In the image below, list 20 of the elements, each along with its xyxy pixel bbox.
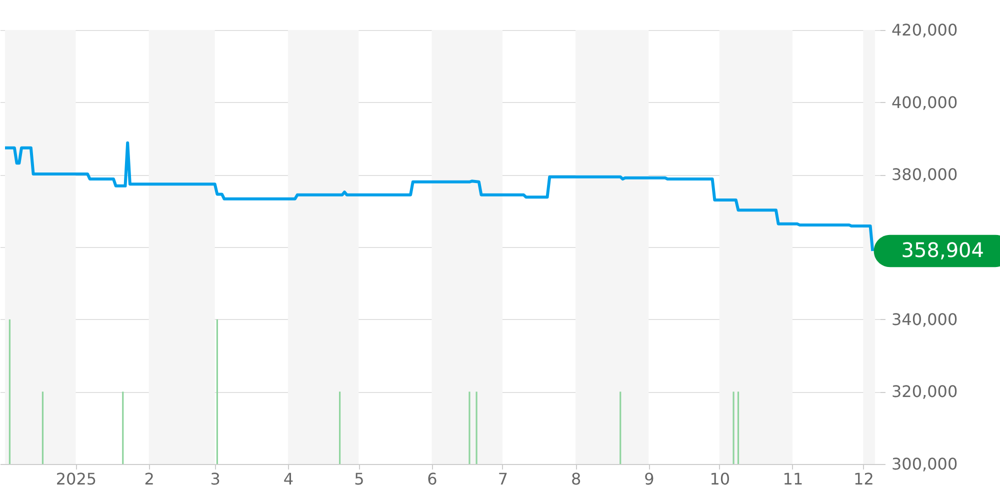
x-tick-label: 3 xyxy=(210,470,220,488)
y-tick-label: 420,000 xyxy=(892,20,958,40)
y-tick-label: 400,000 xyxy=(892,92,958,112)
y-tick-label: 320,000 xyxy=(892,382,958,402)
x-tick-label: 4 xyxy=(283,470,294,488)
x-tick-label: 8 xyxy=(570,470,582,488)
x-tick-label: 11 xyxy=(782,470,804,488)
annotation: 358,904 xyxy=(901,238,984,262)
x-tick-label: 9 xyxy=(644,470,654,488)
x-tick-label: 10 xyxy=(710,470,730,488)
x-tick-label: 12 xyxy=(854,470,874,488)
x-tick-label: 2025 xyxy=(56,470,97,488)
x-tick-label: 6 xyxy=(427,470,438,488)
line-series xyxy=(4,141,874,252)
x-tick-label: 7 xyxy=(498,470,508,488)
y-tick-label: 300,000 xyxy=(892,454,958,474)
y-tick-label: 340,000 xyxy=(892,310,958,329)
x-tick-label: 2 xyxy=(144,470,154,488)
x-tick-label: 5 xyxy=(354,470,364,488)
y-tick-label: 380,000 xyxy=(892,165,958,184)
